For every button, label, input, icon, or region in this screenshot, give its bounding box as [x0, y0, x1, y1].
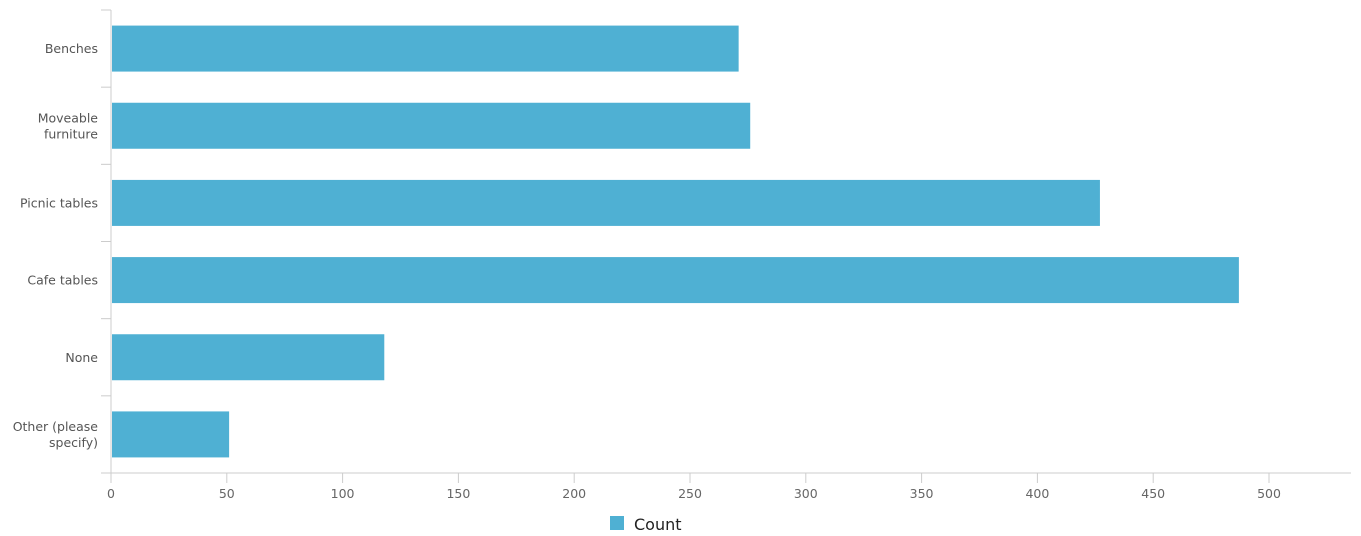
x-axis-tick-labels: 0 50 100 150 200 250 300 350 400 450 500	[107, 486, 1281, 501]
bar[interactable]	[112, 179, 1100, 226]
x-tick-label: 50	[219, 486, 235, 501]
x-tick-label: 100	[331, 486, 355, 501]
category-label: Picnic tables	[20, 195, 98, 210]
x-tick-label: 500	[1257, 486, 1281, 501]
legend-swatch	[610, 516, 624, 530]
category-label-line: Moveable	[38, 110, 99, 125]
category-label: Benches	[45, 41, 98, 56]
category-label-line: specify)	[49, 435, 98, 450]
category-label-line: Picnic tables	[20, 195, 98, 210]
category-label-line: Other (please	[13, 419, 99, 434]
x-tick-label: 300	[794, 486, 818, 501]
category-label: Moveable furniture	[38, 110, 99, 141]
bar[interactable]	[112, 257, 1239, 304]
x-tick-label: 200	[562, 486, 586, 501]
category-label-line: furniture	[44, 126, 98, 141]
legend[interactable]: Count	[610, 515, 682, 534]
legend-label: Count	[634, 515, 682, 534]
bar[interactable]	[112, 25, 739, 72]
x-tick-label: 150	[446, 486, 470, 501]
category-label: Cafe tables	[27, 273, 98, 288]
x-tick-label: 0	[107, 486, 115, 501]
axes	[101, 9, 1351, 483]
bar[interactable]	[112, 411, 230, 458]
category-label-line: Cafe tables	[27, 273, 98, 288]
x-tick-label: 250	[678, 486, 702, 501]
bar[interactable]	[112, 102, 751, 149]
category-label: Other (please specify)	[13, 419, 99, 450]
category-label-line: Benches	[45, 41, 98, 56]
bar[interactable]	[112, 334, 385, 381]
category-labels: Benches Moveable furniture Picnic tables Caf…	[13, 41, 99, 450]
x-tick-label: 400	[1025, 486, 1049, 501]
category-label-line: None	[65, 350, 98, 365]
bars	[112, 25, 1239, 458]
x-tick-label: 350	[910, 486, 934, 501]
x-tick-label: 450	[1141, 486, 1165, 501]
category-label: None	[65, 350, 98, 365]
